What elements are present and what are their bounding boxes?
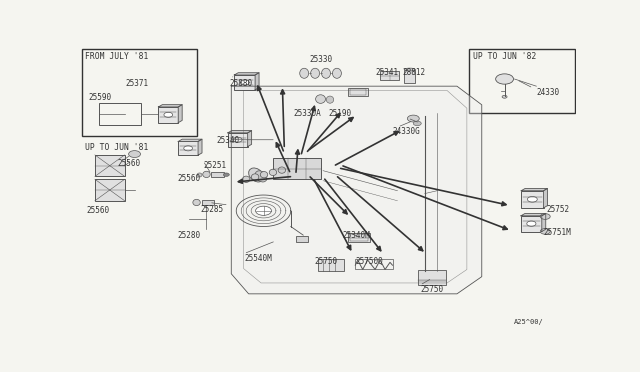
Text: 25751M: 25751M — [544, 228, 572, 237]
Circle shape — [234, 137, 242, 142]
Text: 25285: 25285 — [200, 205, 223, 214]
Circle shape — [527, 196, 537, 202]
Text: 25340: 25340 — [216, 136, 239, 145]
Polygon shape — [543, 189, 547, 208]
Text: 28812: 28812 — [403, 68, 426, 77]
Ellipse shape — [321, 68, 330, 78]
Bar — [99, 103, 141, 125]
Circle shape — [527, 221, 536, 226]
Text: 25590: 25590 — [89, 93, 112, 102]
Bar — [380, 71, 399, 80]
Text: 25330: 25330 — [309, 55, 332, 64]
Text: 25750Q: 25750Q — [356, 257, 383, 266]
Bar — [318, 260, 344, 271]
Ellipse shape — [255, 171, 267, 182]
Circle shape — [408, 115, 419, 122]
Ellipse shape — [316, 95, 326, 103]
Ellipse shape — [278, 167, 285, 173]
Text: 25560: 25560 — [86, 206, 109, 215]
Bar — [350, 234, 368, 241]
Text: UP TO JUN '82: UP TO JUN '82 — [473, 52, 536, 61]
Polygon shape — [521, 214, 546, 216]
Bar — [234, 75, 255, 90]
Polygon shape — [255, 73, 259, 90]
Bar — [348, 233, 370, 242]
Bar — [348, 87, 368, 96]
Ellipse shape — [260, 171, 268, 178]
Text: 25280: 25280 — [177, 231, 200, 240]
Ellipse shape — [249, 168, 264, 182]
Ellipse shape — [300, 68, 308, 78]
Circle shape — [240, 80, 249, 85]
Bar — [95, 155, 125, 176]
Ellipse shape — [197, 173, 202, 177]
Circle shape — [495, 74, 513, 84]
Text: FROM JULY '81: FROM JULY '81 — [85, 52, 148, 61]
Text: A25^00/: A25^00/ — [514, 319, 544, 325]
Bar — [469, 49, 575, 113]
Text: 25750: 25750 — [315, 257, 338, 266]
Polygon shape — [228, 131, 252, 133]
Polygon shape — [542, 214, 546, 231]
Text: 25540M: 25540M — [244, 254, 273, 263]
Text: UP TO JUN '81: UP TO JUN '81 — [85, 144, 148, 153]
Ellipse shape — [203, 171, 210, 177]
Text: 25251: 25251 — [203, 161, 226, 170]
Bar — [158, 107, 178, 123]
Text: 24330G: 24330G — [392, 127, 420, 136]
Circle shape — [255, 206, 271, 215]
Ellipse shape — [326, 96, 333, 103]
Polygon shape — [198, 139, 202, 155]
Polygon shape — [248, 131, 252, 147]
Circle shape — [129, 151, 141, 157]
Bar — [404, 70, 415, 83]
Polygon shape — [234, 73, 259, 75]
Bar — [521, 191, 543, 208]
Text: 25752: 25752 — [547, 205, 570, 214]
Bar — [95, 179, 125, 201]
Ellipse shape — [404, 68, 415, 71]
Bar — [273, 158, 321, 179]
Text: 25880: 25880 — [230, 79, 253, 88]
Text: 25560: 25560 — [177, 174, 200, 183]
Circle shape — [184, 146, 193, 151]
Ellipse shape — [269, 169, 276, 176]
Text: 25341: 25341 — [376, 68, 399, 77]
Bar — [296, 236, 308, 242]
Text: 25340M: 25340M — [343, 231, 371, 240]
Bar — [419, 270, 445, 285]
Ellipse shape — [193, 199, 200, 206]
Circle shape — [413, 121, 421, 126]
Polygon shape — [178, 105, 182, 123]
Circle shape — [223, 173, 229, 176]
Polygon shape — [158, 105, 182, 107]
Bar — [521, 216, 542, 231]
Ellipse shape — [310, 68, 319, 78]
Circle shape — [540, 228, 550, 234]
Text: 25190: 25190 — [328, 109, 351, 118]
Polygon shape — [231, 86, 482, 294]
Bar — [350, 89, 365, 95]
Text: 25371: 25371 — [125, 79, 148, 88]
Bar — [202, 200, 214, 205]
Circle shape — [540, 214, 550, 219]
Ellipse shape — [243, 176, 250, 182]
Text: 25560: 25560 — [118, 159, 141, 168]
Bar — [211, 172, 224, 177]
Text: 25330A: 25330A — [293, 109, 321, 118]
Polygon shape — [521, 189, 547, 191]
Bar — [355, 259, 394, 269]
Text: 24330: 24330 — [536, 88, 559, 97]
Circle shape — [502, 95, 507, 98]
Ellipse shape — [332, 68, 341, 78]
Bar — [178, 141, 198, 155]
Bar — [83, 49, 196, 136]
Text: 25750: 25750 — [420, 285, 444, 294]
Polygon shape — [178, 139, 202, 141]
Circle shape — [164, 112, 173, 117]
Bar — [228, 133, 248, 147]
Ellipse shape — [252, 174, 259, 180]
